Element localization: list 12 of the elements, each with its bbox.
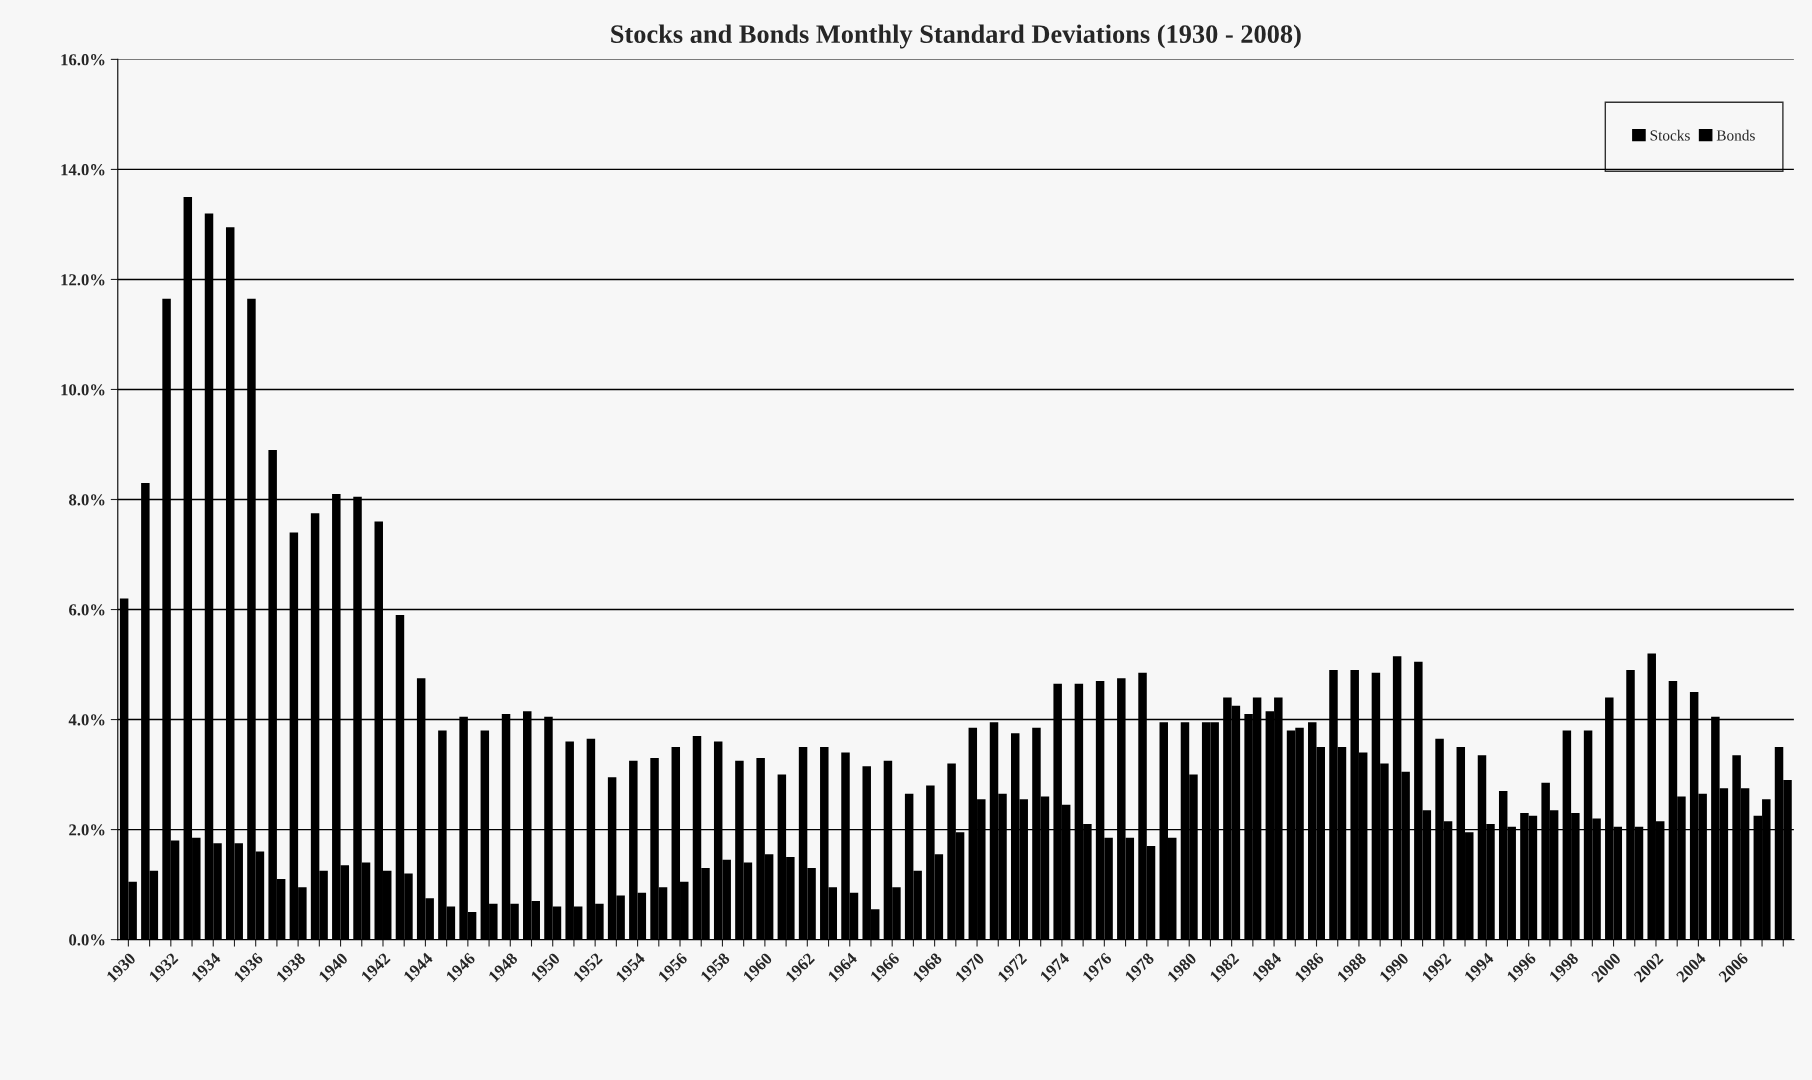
y-tick-label: 8.0% xyxy=(69,494,105,506)
y-tick-label: 10.0% xyxy=(61,384,105,396)
y-tick-label: 4.0% xyxy=(68,714,105,726)
y-tick-label: 0.0% xyxy=(69,934,105,946)
y-tick-label: 16.0% xyxy=(61,54,105,66)
y-tick-label: 12.0% xyxy=(61,274,105,286)
y-tick-label: 2.0% xyxy=(69,824,105,836)
chart-title: Stocks and Bonds Monthly Standard Deviations (1930 - 2008) xyxy=(611,24,1301,49)
y-tick-label: 14.0% xyxy=(61,164,105,176)
y-tick-label: 6.0% xyxy=(69,604,105,616)
legend-label: Stocks xyxy=(1650,129,1690,141)
legend-label: Bonds xyxy=(1716,129,1755,141)
